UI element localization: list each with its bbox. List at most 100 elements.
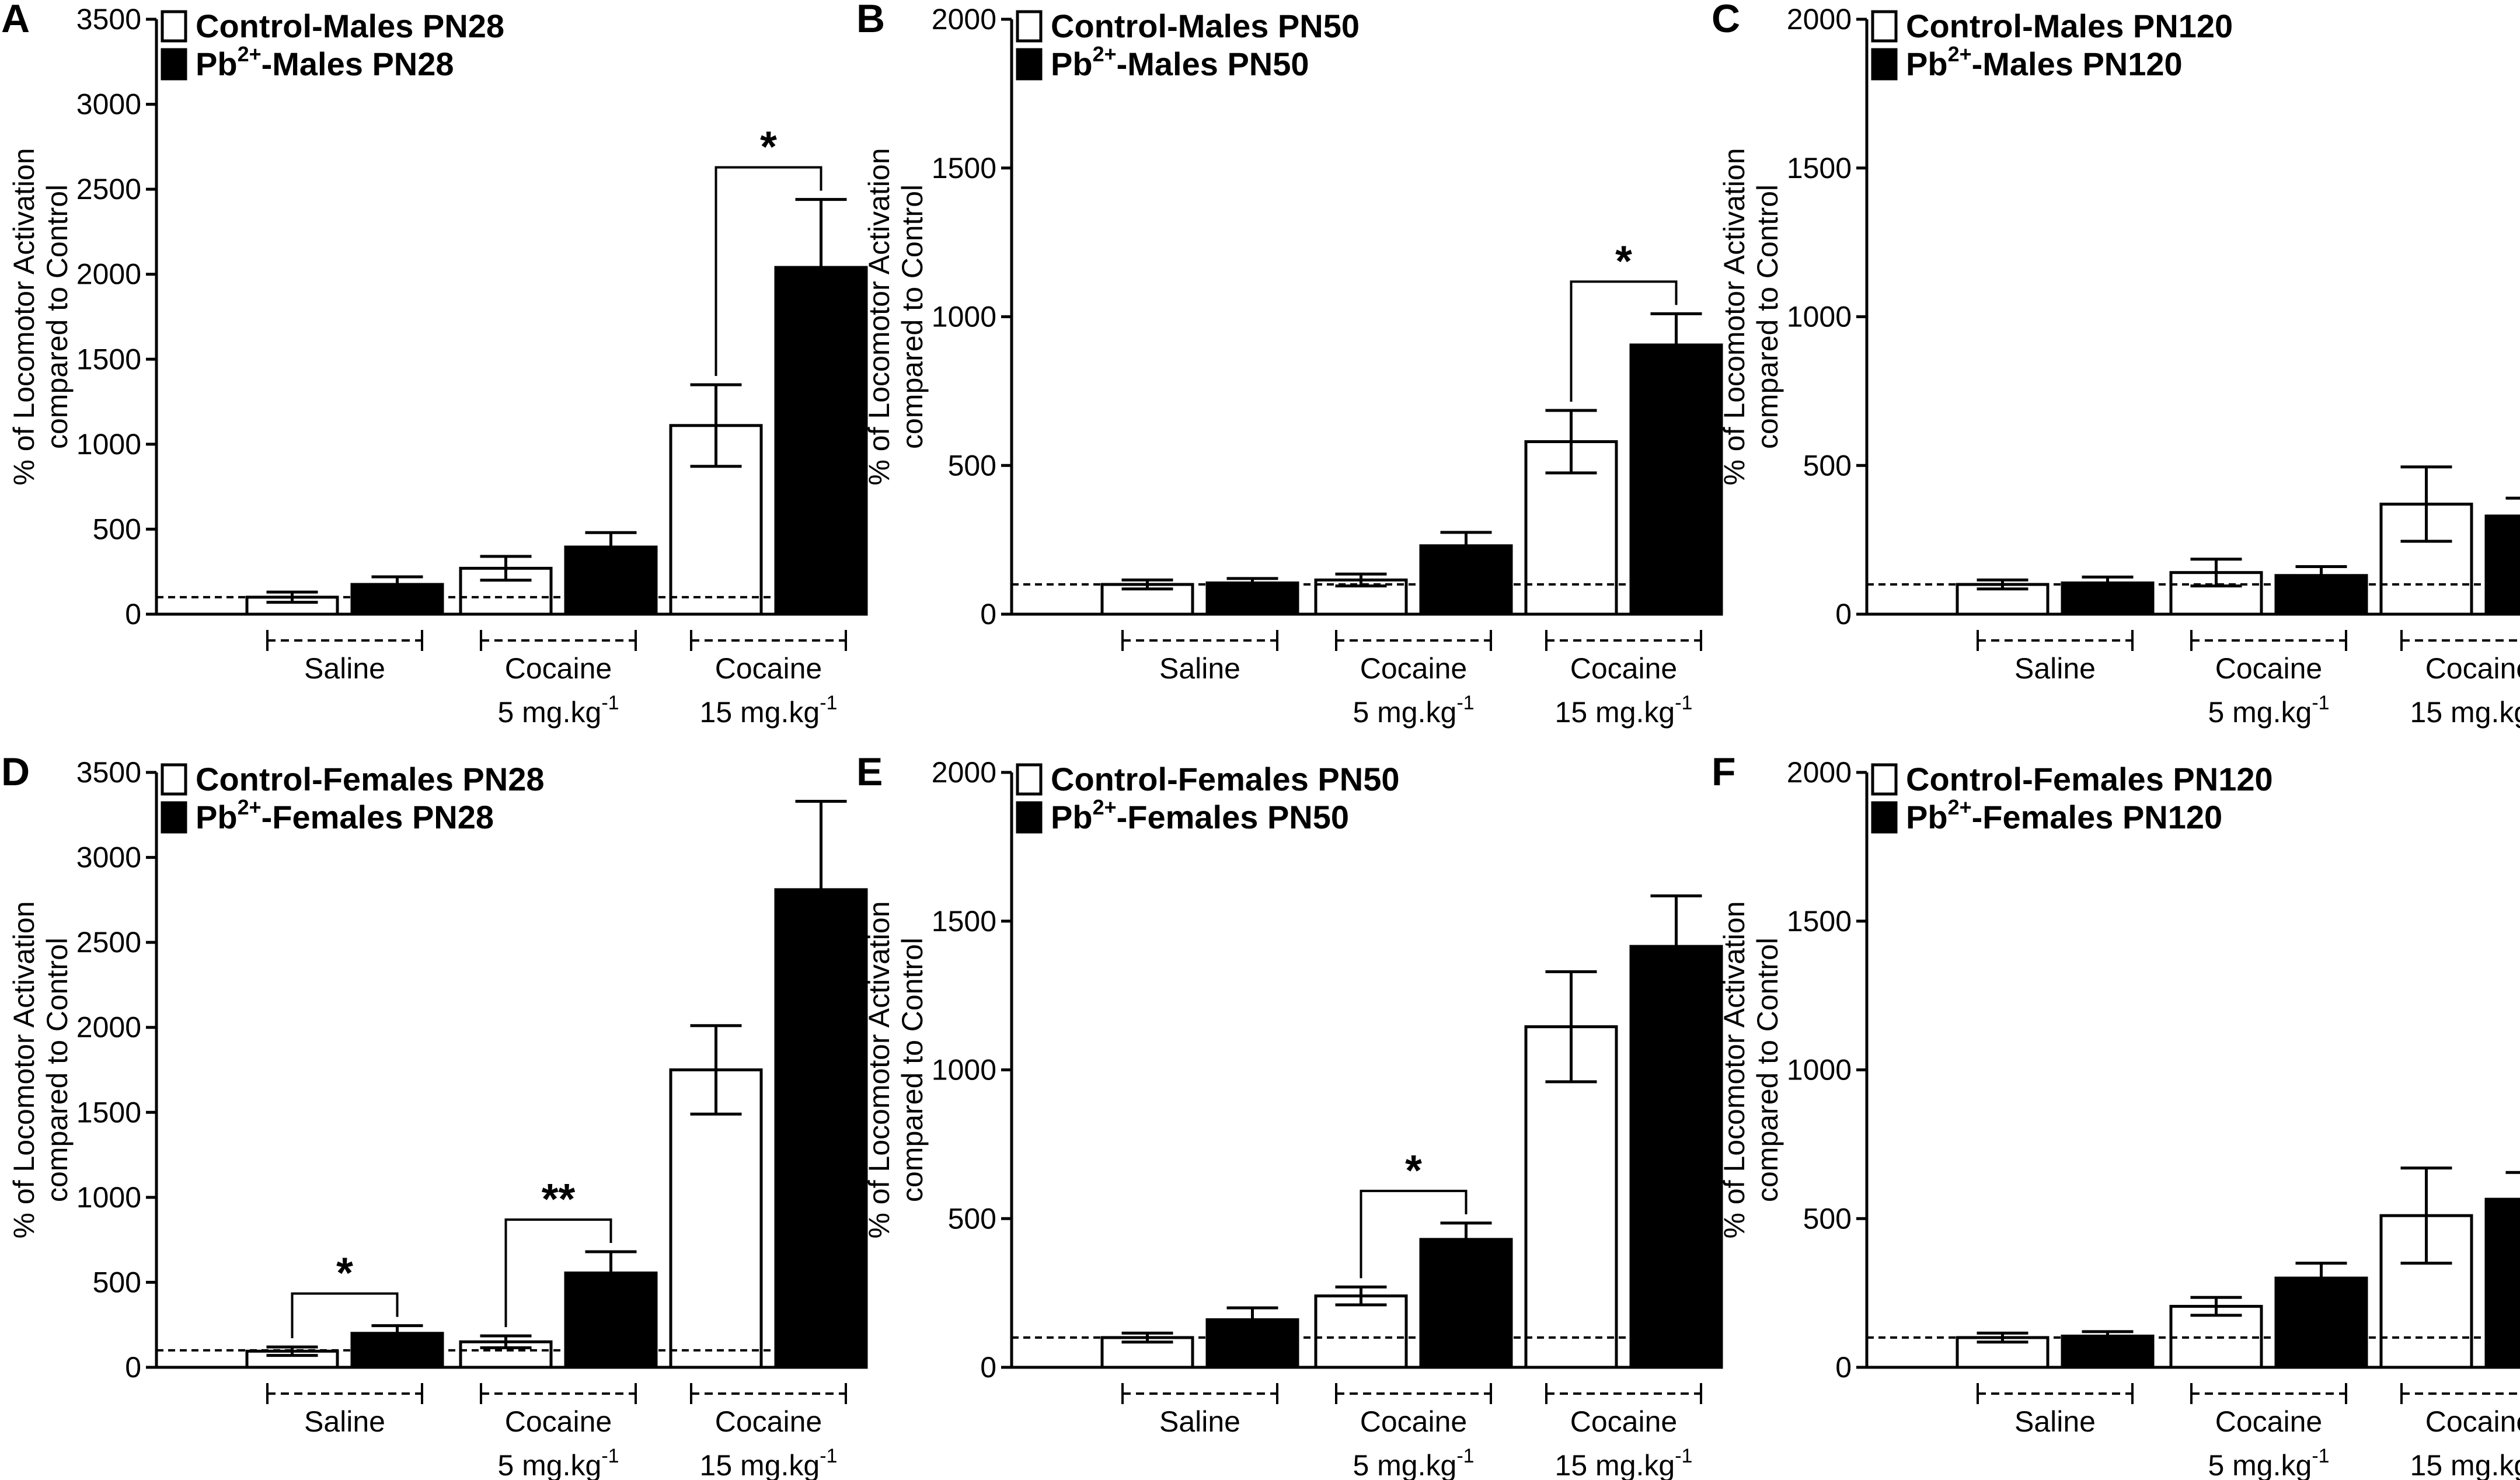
legend-label: Pb2+-Males PN28 — [196, 42, 454, 82]
legend-label-text: Control-Males PN50 — [1051, 8, 1360, 44]
legend-swatch — [161, 48, 187, 81]
legend-label-text: Pb — [1906, 46, 1948, 82]
legend-label: Pb2+-Males PN50 — [1051, 42, 1309, 82]
bar — [1314, 578, 1408, 616]
y-tick-label: 2000 — [1787, 756, 1852, 789]
bar — [2484, 1197, 2520, 1369]
legend-label: Control-Females PN28 — [196, 761, 545, 798]
significance-star: * — [336, 1249, 353, 1297]
legend-label-text: Control-Males PN120 — [1906, 8, 2233, 44]
bar — [245, 1349, 339, 1369]
group-sublabel-text: 5 mg.kg — [497, 696, 601, 729]
y-tick-label: 500 — [948, 1202, 996, 1235]
group-sublabel: 15 mg.kg-1 — [700, 1445, 838, 1480]
y-tick-label: 2500 — [76, 926, 141, 959]
y-tick-label: 1000 — [1787, 301, 1852, 333]
significance-star: * — [1405, 1146, 1422, 1195]
bar — [774, 266, 868, 616]
legend-swatch — [1016, 763, 1043, 796]
group-label: Cocaine — [1360, 1405, 1467, 1438]
y-tick-label: 1000 — [932, 1054, 996, 1087]
chart-panel-e: E 0 500 1000 1500 2000 % of Locomotor Activati… — [856, 750, 1723, 1480]
legend-label-text: Control-Females PN28 — [196, 761, 545, 798]
legend-label: Control-Males PN120 — [1906, 8, 2233, 44]
y-axis-title: % of Locomotor Activation — [1718, 901, 1751, 1238]
y-tick-label: 2000 — [76, 258, 141, 291]
y-tick-label: 500 — [1803, 1202, 1852, 1235]
legend-label: Pb2+-Females PN28 — [196, 795, 494, 835]
group-sublabel-sup: -1 — [1456, 692, 1474, 714]
group-label: Saline — [304, 652, 385, 685]
chart-panel-a: A 0 500 1000 1500 2000 2500 3000 3500 % of Locomo… — [1, 0, 868, 729]
y-tick-label: 0 — [980, 1351, 996, 1384]
y-tick-label: 0 — [1835, 598, 1852, 631]
y-tick-label: 500 — [93, 513, 141, 545]
group-sublabel-sup: -1 — [601, 1445, 619, 1467]
panel-letter: D — [1, 750, 30, 794]
group-label: Cocaine — [2425, 1405, 2520, 1438]
legend-swatch — [1871, 48, 1898, 81]
y-axis-title: compared to Control — [41, 938, 74, 1202]
group-sublabel: 15 mg.kg-1 — [1555, 692, 1693, 729]
group-sublabel-text: 15 mg.kg — [700, 1449, 820, 1480]
bar — [2169, 571, 2263, 616]
group-sublabel-text: 15 mg.kg — [700, 696, 820, 729]
legend-swatch — [1016, 48, 1043, 81]
legend-label-text: Control-Females PN120 — [1906, 761, 2273, 798]
legend-swatch — [1871, 801, 1898, 834]
legend-label-suffix: -Females PN120 — [1972, 799, 2223, 835]
group-label: Cocaine — [2215, 652, 2322, 685]
group-label: Cocaine — [1570, 652, 1677, 685]
legend-label: Pb2+-Females PN120 — [1906, 795, 2222, 835]
group-sublabel-text: 5 mg.kg — [1353, 1449, 1456, 1480]
legend-label-text: Pb — [1051, 799, 1093, 835]
y-tick-label: 1500 — [1787, 905, 1852, 938]
y-tick-label: 1500 — [932, 905, 996, 938]
bar — [1419, 544, 1513, 616]
legend-label-sup: 2+ — [1093, 795, 1117, 819]
group-sublabel-text: 15 mg.kg — [1555, 1449, 1675, 1480]
y-tick-label: 2000 — [932, 756, 996, 789]
legend-label-sup: 2+ — [1948, 42, 1972, 66]
group-label: Saline — [1159, 652, 1240, 685]
bar — [1419, 1238, 1513, 1369]
legend-swatch — [1016, 10, 1043, 43]
significance-star: ** — [542, 1175, 576, 1223]
y-tick-label: 2000 — [932, 3, 996, 36]
y-tick-label: 0 — [1835, 1351, 1852, 1384]
panel-letter: F — [1712, 750, 1736, 794]
legend-label: Pb2+-Females PN50 — [1051, 795, 1349, 835]
y-tick-label: 1000 — [76, 1181, 141, 1214]
legend-swatch — [1016, 801, 1043, 834]
y-tick-label: 0 — [125, 598, 141, 631]
group-sublabel: 15 mg.kg-1 — [700, 692, 838, 729]
bar — [1956, 1336, 2050, 1369]
y-tick-label: 1000 — [932, 301, 996, 333]
significance-star: * — [760, 123, 777, 171]
y-tick-label: 0 — [980, 598, 996, 631]
chart-panel-d: D 0 500 1000 1500 2000 2500 3000 3500 % of Locomo… — [1, 750, 868, 1480]
bar — [2061, 1335, 2155, 1369]
y-axis-title: compared to Control — [1751, 938, 1784, 1202]
legend-label: Control-Females PN120 — [1906, 761, 2273, 798]
legend-label-sup: 2+ — [1093, 42, 1117, 66]
y-axis-title: compared to Control — [896, 184, 929, 449]
legend-swatch — [161, 763, 187, 796]
group-label: Cocaine — [715, 1405, 822, 1438]
group-label: Saline — [1159, 1405, 1240, 1438]
group-sublabel: 15 mg.kg-1 — [2410, 1445, 2520, 1480]
y-tick-label: 1000 — [76, 428, 141, 461]
bar — [1524, 1025, 1618, 1369]
group-sublabel-text: 15 mg.kg — [1555, 696, 1675, 729]
legend-label-sup: 2+ — [1948, 795, 1972, 819]
legend-swatch — [161, 801, 187, 834]
y-axis-title: % of Locomotor Activation — [8, 901, 40, 1238]
legend-swatch — [1871, 10, 1898, 43]
legend-label-suffix: -Females PN28 — [262, 799, 494, 835]
bar — [1314, 1294, 1408, 1369]
y-tick-label: 1500 — [76, 1096, 141, 1129]
group-sublabel-sup: -1 — [1675, 692, 1692, 714]
legend-label-suffix: -Males PN120 — [1972, 46, 2183, 82]
group-sublabel-text: 15 mg.kg — [2410, 1449, 2520, 1480]
